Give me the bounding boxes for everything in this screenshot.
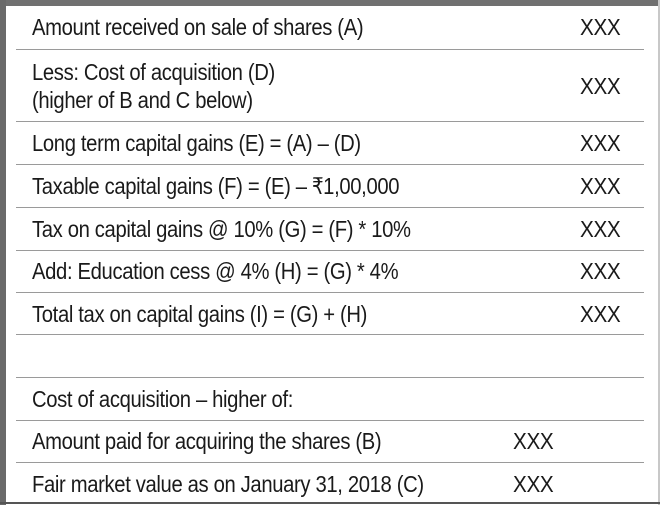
row-divider (16, 49, 644, 50)
row-amount-cost-acquisition: XXX (580, 73, 621, 99)
row-label-fair-market-value: Fair market value as on January 31, 2018… (32, 471, 424, 497)
row-divider (16, 292, 644, 293)
row-label-education-cess: Add: Education cess @ 4% (H) = (G) * 4% (32, 258, 399, 284)
row-label-amount-paid: Amount paid for acquiring the shares (B) (32, 428, 382, 454)
row-amount-sale-amount: XXX (580, 14, 621, 40)
row-label-cost-acquisition: Less: Cost of acquisition (D) (32, 59, 275, 85)
row-amount-taxable-gains: XXX (580, 173, 621, 199)
bottom-border (0, 502, 660, 504)
row-label-sale-amount: Amount received on sale of shares (A) (32, 14, 364, 40)
row-divider (16, 462, 644, 463)
acquisition-heading: Cost of acquisition – higher of: (32, 386, 294, 412)
row-label-total-tax: Total tax on capital gains (I) = (G) + (… (32, 301, 368, 327)
section-divider (16, 377, 644, 378)
top-border (0, 0, 660, 6)
row-label-taxable-gains: Taxable capital gains (F) = (E) – ₹1,00,… (32, 173, 400, 199)
row-divider (16, 164, 644, 165)
row-divider (16, 207, 644, 208)
row-amount-amount-paid: XXX (513, 428, 554, 454)
row-divider (16, 334, 644, 335)
left-border (0, 0, 6, 505)
right-border (658, 0, 660, 505)
row-amount-ltcg: XXX (580, 130, 621, 156)
row-divider (16, 121, 644, 122)
row-amount-education-cess: XXX (580, 258, 621, 284)
row-label-tax-on-gains: Tax on capital gains @ 10% (G) = (F) * 1… (32, 216, 411, 242)
row-amount-fair-market-value: XXX (513, 471, 554, 497)
row-divider (16, 250, 644, 251)
row-label-cost-acquisition-note: (higher of B and C below) (32, 87, 253, 113)
row-amount-tax-on-gains: XXX (580, 216, 621, 242)
row-divider (16, 420, 644, 421)
row-label-ltcg: Long term capital gains (E) = (A) – (D) (32, 130, 361, 156)
row-amount-total-tax: XXX (580, 301, 621, 327)
